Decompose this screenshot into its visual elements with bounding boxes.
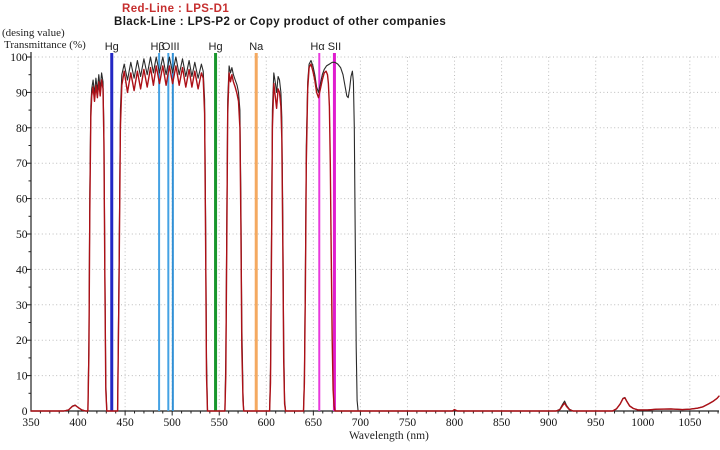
x-tick-label: 750 [399,417,417,429]
x-tick-label: 350 [22,417,40,429]
y-axis-note: (desing value) [2,27,65,39]
y-tick-label: 30 [16,300,28,312]
x-tick-label: 900 [540,417,558,429]
emission-label-Hg: Hg [209,41,223,53]
y-tick-label: 10 [16,371,28,383]
y-tick-label: 50 [16,229,28,241]
x-tick-label: 550 [211,417,229,429]
y-tick-label: 90 [16,87,28,99]
emission-label-Hα: Hα [310,41,325,53]
y-tick-label: 100 [10,52,28,64]
emission-label-SII: SII [328,41,341,53]
x-tick-label: 600 [258,417,276,429]
axes-lines [30,52,719,412]
x-tick-label: 400 [69,417,87,429]
emission-label-Na: Na [249,41,264,53]
y-tick-label: 70 [16,158,28,170]
x-tick-label: 700 [352,417,370,429]
x-tick-label: 450 [116,417,134,429]
x-tick-label: 850 [493,417,511,429]
x-tick-label: 500 [164,417,182,429]
emission-label-OIII: OIII [162,41,180,53]
emission-label-Hg: Hg [105,41,119,53]
x-tick-label: 1000 [631,417,654,429]
y-tick-label: 0 [22,406,28,418]
curve-lps-d1 [30,63,720,412]
x-tick-label: 650 [305,417,323,429]
y-tick-label: 20 [16,335,28,347]
emission-label-Hβ: Hβ [150,41,164,53]
x-tick-label: 1050 [678,417,701,429]
x-axis-title: Wavelength (nm) [349,430,429,442]
y-axis-title: Transmittance (%) [4,39,86,51]
x-tick-label: 950 [587,417,605,429]
y-tick-label: 60 [16,194,28,206]
y-tick-label: 40 [16,264,28,276]
x-tick-label: 800 [446,417,464,429]
curve-lps-p2 [30,56,720,412]
y-tick-label: 80 [16,123,28,135]
